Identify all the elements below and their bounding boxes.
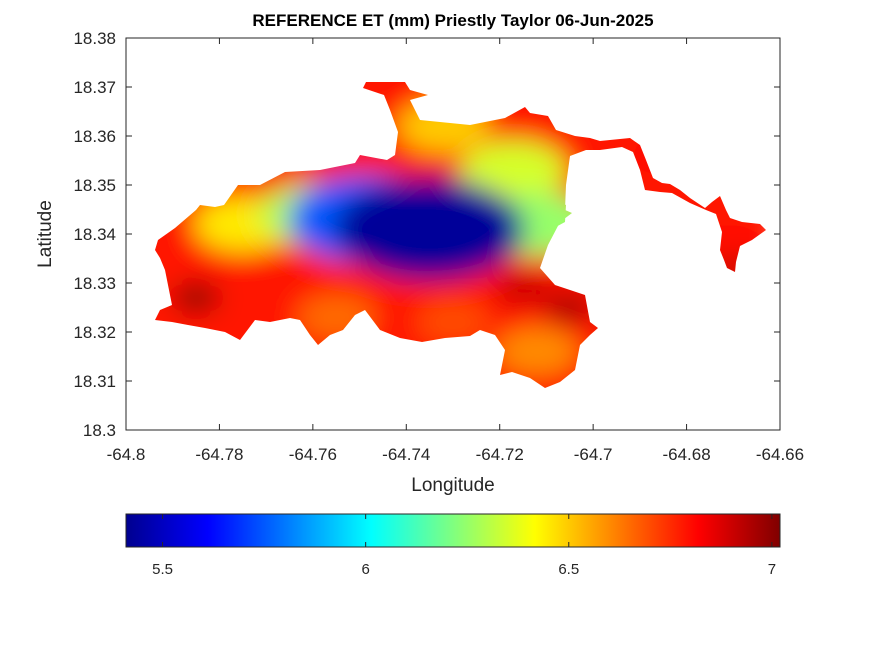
colorbar: 5.5 6 6.5 7 <box>125 513 781 578</box>
x-tick-label: -64.8 <box>107 445 146 464</box>
y-tick-label: 18.35 <box>73 176 116 195</box>
et-feature <box>334 178 525 281</box>
x-axis-label: Longitude <box>411 475 494 496</box>
x-tick-label: -64.72 <box>476 445 524 464</box>
y-tick-label: 18.31 <box>73 372 116 391</box>
x-tick-label: -64.74 <box>382 445 430 464</box>
y-tick-label: 18.34 <box>73 225 116 244</box>
y-axis: 18.3 18.31 18.32 18.33 18.34 18.35 18.36 18.37 1… <box>73 29 780 440</box>
colorbar-tick-label: 6 <box>361 561 369 578</box>
plot-area: -64.8 -64.78 -64.76 -64.74 -64.72 -64.7 -64.68… <box>73 29 804 464</box>
x-axis: -64.8 -64.78 -64.76 -64.74 -64.72 -64.7 -64.68… <box>107 38 804 464</box>
x-tick-label: -64.76 <box>289 445 337 464</box>
y-tick-label: 18.32 <box>73 323 116 342</box>
y-tick-label: 18.36 <box>73 127 116 146</box>
et-feature <box>173 283 220 313</box>
y-tick-label: 18.3 <box>83 421 116 440</box>
x-tick-label: -64.68 <box>662 445 710 464</box>
y-tick-label: 18.37 <box>73 78 116 97</box>
et-feature <box>544 291 596 324</box>
colorbar-box <box>125 513 781 548</box>
colorbar-tick-label: 5.5 <box>152 561 173 578</box>
et-feature <box>495 271 551 305</box>
x-tick-label: -64.66 <box>756 445 804 464</box>
chart-title: REFERENCE ET (mm) Priestly Taylor 06-Jun… <box>252 11 653 30</box>
y-tick-label: 18.38 <box>73 29 116 48</box>
colorbar-tick-label: 6.5 <box>558 561 579 578</box>
x-tick-label: -64.78 <box>195 445 243 464</box>
y-tick-label: 18.33 <box>73 274 116 293</box>
colorbar-gradient <box>126 514 780 547</box>
y-axis-label: Latitude <box>35 200 56 268</box>
colorbar-tick-label: 7 <box>768 561 776 578</box>
et-feature <box>460 140 567 201</box>
et-feature <box>495 327 579 376</box>
x-tick-label: -64.7 <box>574 445 613 464</box>
et-feature <box>416 300 490 344</box>
